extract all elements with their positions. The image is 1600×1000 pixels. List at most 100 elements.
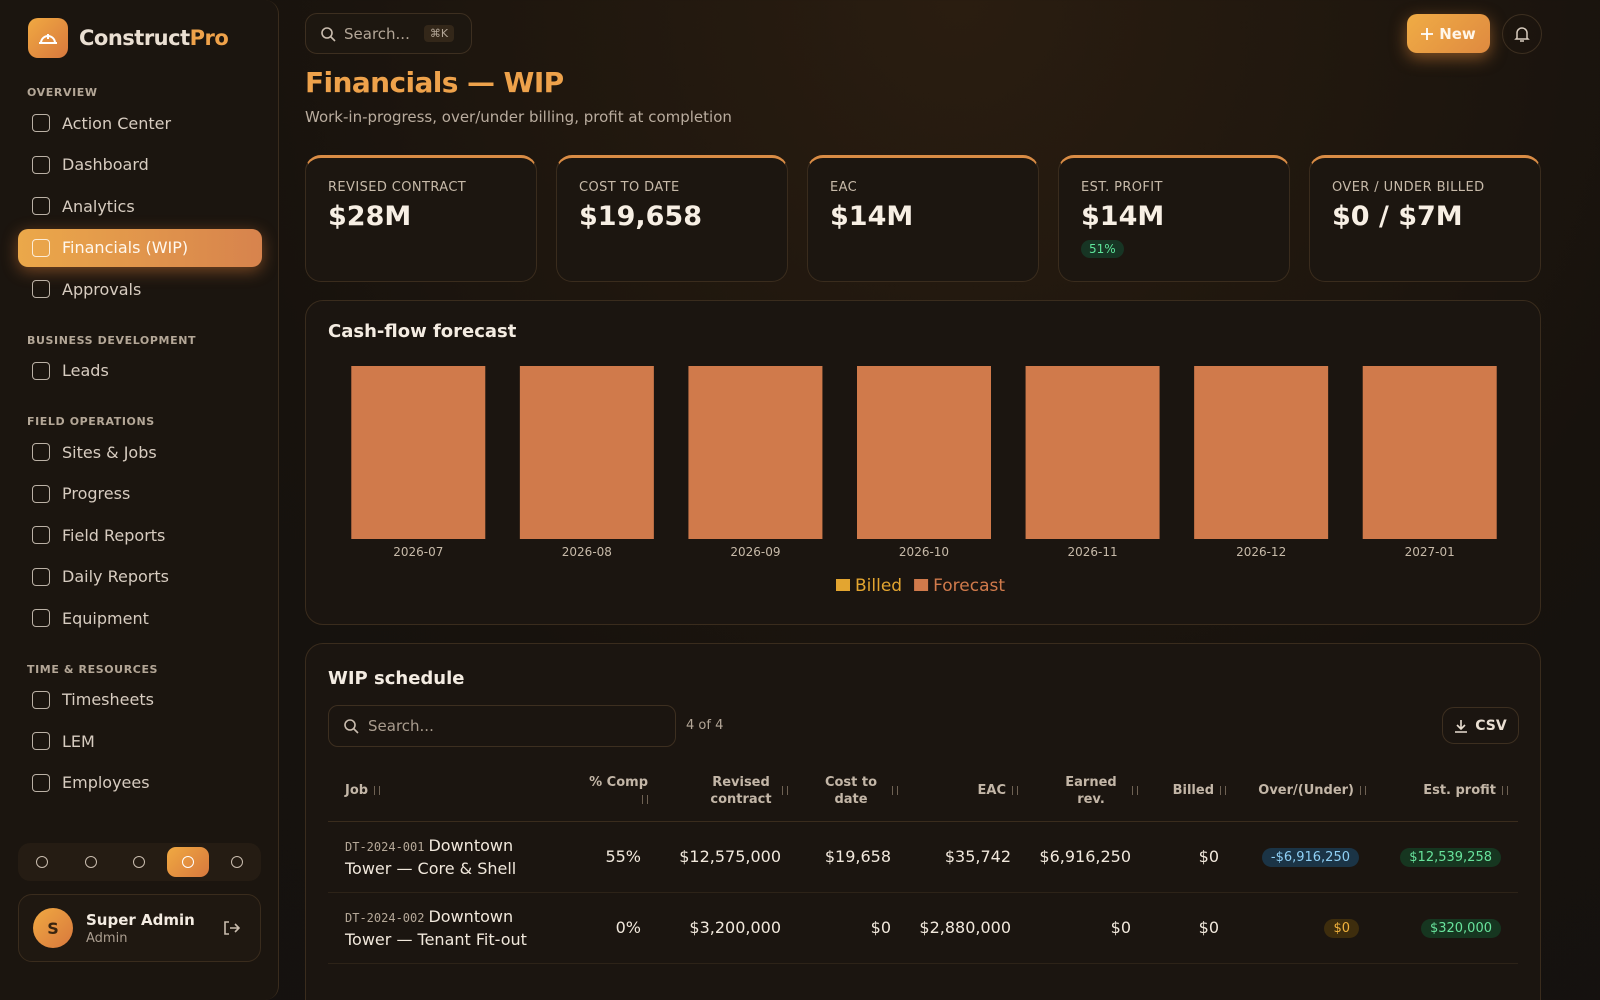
column-label: % Comp	[589, 774, 648, 790]
kpi-badge: 51%	[1081, 240, 1124, 258]
legend-swatch	[914, 579, 929, 591]
table-cell: $0	[1148, 892, 1236, 964]
nav-item[interactable]: Action Center	[18, 104, 262, 142]
nav-item[interactable]: Approvals	[18, 270, 262, 308]
table-search[interactable]: Search...	[328, 705, 676, 747]
x-tick-label: 2026-08	[562, 545, 612, 559]
global-search[interactable]: Search... ⌘K	[305, 13, 472, 54]
cell-value: $35,742	[944, 847, 1011, 866]
nav-item[interactable]: Analytics	[18, 187, 262, 225]
row-count: 4 of 4	[686, 718, 724, 733]
theme-button[interactable]	[21, 847, 63, 877]
kpi-label: REVISED CONTRACT	[328, 180, 467, 195]
kpi-value: $19,658	[579, 201, 702, 232]
brand[interactable]: ConstructPro	[28, 18, 229, 58]
column-label: Earned rev.	[1065, 774, 1117, 807]
nav-icon	[32, 690, 50, 709]
nav-item[interactable]: Financials (WIP)	[18, 228, 262, 267]
kpi-card: OVER / UNDER BILLED $0 / $7M	[1309, 155, 1541, 282]
x-tick-label: 2026-11	[1068, 545, 1118, 559]
column-header[interactable]: Earned rev.	[1028, 761, 1148, 822]
nav-heading: OVERVIEW	[27, 86, 98, 99]
theme-button[interactable]	[70, 847, 112, 877]
nav-item[interactable]: Field Reports	[18, 516, 262, 554]
theme-switcher	[18, 843, 261, 881]
bar	[1025, 366, 1160, 539]
column-header[interactable]: Job	[328, 761, 568, 822]
user-card[interactable]: S Super Admin Admin	[18, 894, 261, 962]
over-under-pill: $0	[1324, 919, 1359, 938]
nav-label: Employees	[62, 773, 150, 792]
sort-icon	[1502, 786, 1508, 796]
nav: OVERVIEW Action Center Dashboard Analytics F…	[18, 82, 262, 805]
shortcut: ⌘K	[423, 25, 455, 42]
search-icon	[344, 719, 359, 734]
nav-item[interactable]: Timesheets	[18, 681, 262, 719]
notifications[interactable]	[1502, 14, 1542, 54]
table-cell: $0	[1028, 892, 1148, 964]
search-placeholder: Search...	[344, 24, 410, 43]
table-cell: $2,880,000	[908, 892, 1028, 964]
theme-button[interactable]	[167, 847, 210, 877]
profit-pill: $320,000	[1420, 919, 1501, 938]
nav-label: Equipment	[62, 608, 149, 628]
theme-button[interactable]	[216, 847, 258, 877]
column-header[interactable]: Est. profit	[1376, 761, 1518, 822]
legend-label: Forecast	[933, 576, 1005, 596]
search-placeholder: Search...	[368, 717, 434, 735]
x-tick-label: 2026-10	[899, 545, 949, 559]
nav-label: Timesheets	[62, 690, 154, 709]
column-header[interactable]: % Comp	[568, 761, 658, 822]
nav-item[interactable]: Progress	[18, 475, 262, 513]
nav-heading: FIELD OPERATIONS	[27, 415, 155, 428]
nav-label: Action Center	[62, 113, 172, 133]
column-header[interactable]: Billed	[1148, 761, 1236, 822]
nav-icon	[32, 773, 50, 792]
column-header[interactable]: Cost to date	[798, 761, 908, 822]
table-row[interactable]: DT-2024-002 Downtown Tower — Tenant Fit-o…	[328, 892, 1518, 964]
chart: Cash-flow forecast 2026-07 2026-08 2026-09…	[328, 321, 1497, 596]
download-icon	[1455, 719, 1468, 733]
nav-item[interactable]: LEM	[18, 722, 262, 760]
brand-name: Construct	[79, 26, 190, 50]
logout-button[interactable]	[222, 919, 240, 937]
table-cell: $0	[1148, 821, 1236, 893]
table-cell: $12,539,258	[1376, 821, 1518, 893]
table-cell: DT-2024-001 Downtown Tower — Core & Shell	[328, 821, 568, 893]
cell-value: $0	[1198, 918, 1219, 937]
theme-button[interactable]	[118, 847, 160, 877]
over-under-pill: -$6,916,250	[1261, 848, 1359, 867]
table-cell: 0%	[568, 892, 658, 964]
column-header[interactable]: Revised contract	[658, 761, 798, 822]
nav-label: Leads	[62, 361, 109, 380]
page-title: Financials — WIP	[305, 66, 564, 99]
column-header[interactable]: EAC	[908, 761, 1028, 822]
nav-item[interactable]: Dashboard	[18, 146, 262, 184]
column-header[interactable]: Over/(Under)	[1236, 761, 1376, 822]
kpi-label: OVER / UNDER BILLED	[1332, 180, 1485, 195]
x-tick-label: 2026-07	[393, 545, 443, 559]
column-label: Job	[345, 783, 369, 799]
nav-icon	[32, 280, 50, 298]
table-cell: $19,658	[798, 821, 908, 893]
table-cell: $0	[1236, 892, 1376, 964]
csv-button[interactable]: CSV	[1442, 707, 1519, 744]
job-name: Downtown Tower — Core & Shell	[345, 835, 517, 878]
table-body: DT-2024-001 Downtown Tower — Core & Shell…	[328, 821, 1518, 964]
bell-icon	[1514, 27, 1530, 42]
logo	[28, 18, 68, 58]
nav-item[interactable]: Employees	[18, 764, 262, 802]
table-cell: 55%	[568, 821, 658, 893]
search-icon	[321, 26, 336, 42]
column-label: EAC	[977, 783, 1006, 799]
table-row[interactable]: DT-2024-001 Downtown Tower — Core & Shell…	[328, 821, 1518, 893]
nav-item[interactable]: Daily Reports	[18, 558, 262, 596]
nav-icon	[32, 361, 50, 380]
logo-icon	[39, 34, 57, 44]
kpi-value: $14M	[1081, 201, 1165, 232]
nav-item[interactable]: Equipment	[18, 599, 262, 637]
nav-item[interactable]: Leads	[18, 352, 262, 390]
nav-icon	[32, 114, 50, 132]
nav-item[interactable]: Sites & Jobs	[18, 433, 262, 471]
new-button[interactable]: New	[1407, 14, 1490, 53]
